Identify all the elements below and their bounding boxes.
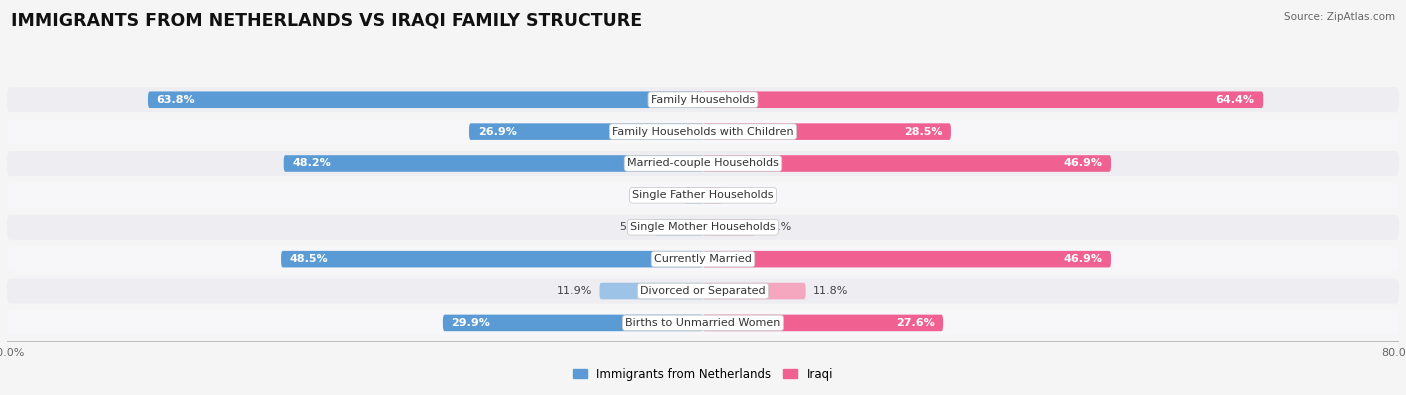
FancyBboxPatch shape <box>148 91 703 108</box>
FancyBboxPatch shape <box>703 315 943 331</box>
FancyBboxPatch shape <box>703 251 1111 267</box>
Text: 29.9%: 29.9% <box>451 318 491 328</box>
FancyBboxPatch shape <box>683 187 703 204</box>
FancyBboxPatch shape <box>470 123 703 140</box>
FancyBboxPatch shape <box>654 219 703 235</box>
Text: Married-couple Households: Married-couple Households <box>627 158 779 169</box>
Text: IMMIGRANTS FROM NETHERLANDS VS IRAQI FAMILY STRUCTURE: IMMIGRANTS FROM NETHERLANDS VS IRAQI FAM… <box>11 12 643 30</box>
FancyBboxPatch shape <box>7 215 1399 240</box>
FancyBboxPatch shape <box>7 278 1399 303</box>
Text: 48.2%: 48.2% <box>292 158 332 169</box>
FancyBboxPatch shape <box>281 251 703 267</box>
FancyBboxPatch shape <box>703 91 1263 108</box>
Text: Source: ZipAtlas.com: Source: ZipAtlas.com <box>1284 12 1395 22</box>
FancyBboxPatch shape <box>7 87 1399 112</box>
Text: Single Mother Households: Single Mother Households <box>630 222 776 232</box>
Text: 46.9%: 46.9% <box>1063 158 1102 169</box>
Text: 46.9%: 46.9% <box>1063 254 1102 264</box>
Text: 63.8%: 63.8% <box>156 95 195 105</box>
FancyBboxPatch shape <box>703 123 950 140</box>
Text: 2.2%: 2.2% <box>730 190 758 200</box>
Text: 11.8%: 11.8% <box>813 286 848 296</box>
Text: 5.6%: 5.6% <box>619 222 647 232</box>
Text: Single Father Households: Single Father Households <box>633 190 773 200</box>
FancyBboxPatch shape <box>703 187 723 204</box>
Text: 27.6%: 27.6% <box>896 318 935 328</box>
FancyBboxPatch shape <box>443 315 703 331</box>
FancyBboxPatch shape <box>7 183 1399 208</box>
FancyBboxPatch shape <box>284 155 703 172</box>
Text: Family Households with Children: Family Households with Children <box>612 127 794 137</box>
FancyBboxPatch shape <box>7 310 1399 335</box>
FancyBboxPatch shape <box>7 151 1399 176</box>
Text: Divorced or Separated: Divorced or Separated <box>640 286 766 296</box>
Text: 28.5%: 28.5% <box>904 127 942 137</box>
FancyBboxPatch shape <box>703 219 756 235</box>
Text: 64.4%: 64.4% <box>1216 95 1254 105</box>
Text: Family Households: Family Households <box>651 95 755 105</box>
FancyBboxPatch shape <box>7 247 1399 272</box>
Legend: Immigrants from Netherlands, Iraqi: Immigrants from Netherlands, Iraqi <box>568 363 838 386</box>
Text: 11.9%: 11.9% <box>557 286 592 296</box>
Text: Currently Married: Currently Married <box>654 254 752 264</box>
Text: 26.9%: 26.9% <box>478 127 516 137</box>
Text: 48.5%: 48.5% <box>290 254 329 264</box>
FancyBboxPatch shape <box>599 283 703 299</box>
Text: 2.2%: 2.2% <box>648 190 676 200</box>
Text: 6.1%: 6.1% <box>763 222 792 232</box>
FancyBboxPatch shape <box>7 119 1399 144</box>
Text: Births to Unmarried Women: Births to Unmarried Women <box>626 318 780 328</box>
FancyBboxPatch shape <box>703 155 1111 172</box>
FancyBboxPatch shape <box>703 283 806 299</box>
